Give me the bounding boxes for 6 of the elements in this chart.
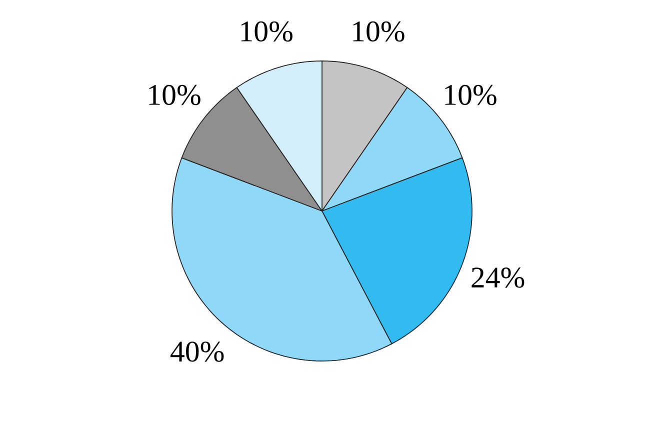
data-label: 10% xyxy=(445,84,496,106)
data-label: 10% xyxy=(353,21,404,42)
data-label: 24% xyxy=(472,268,524,288)
data-label: 10% xyxy=(149,84,200,106)
data-label: 40% xyxy=(170,342,224,362)
data-label: 10% xyxy=(241,21,292,42)
